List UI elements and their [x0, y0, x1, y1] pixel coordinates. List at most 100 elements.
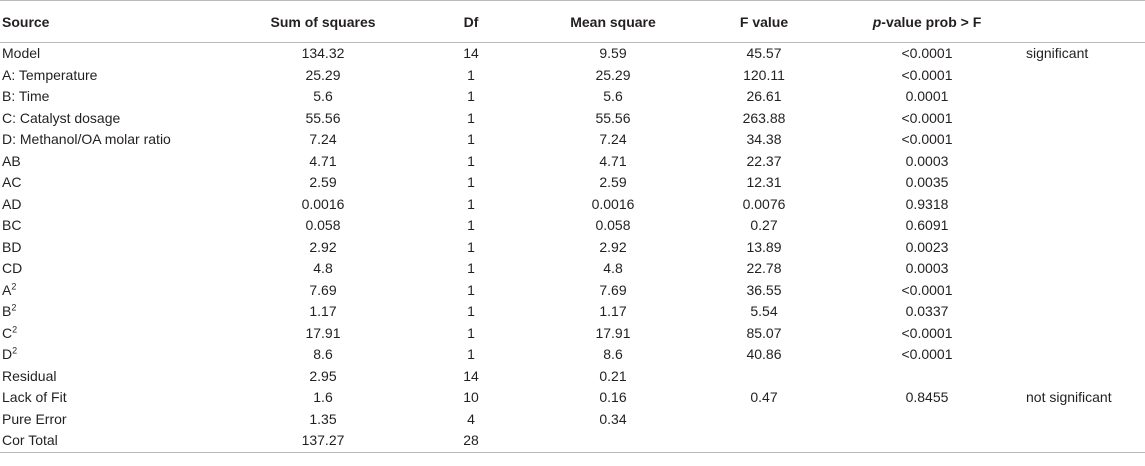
header-mean-square: Mean square: [526, 0, 700, 43]
table-row: B: Time 5.6 1 5.6 26.61 0.0001: [0, 86, 1145, 108]
cell-f-value: 5.54: [700, 301, 828, 323]
cell-p-value: 0.0337: [828, 301, 1026, 323]
cell-f-value-text: 0.0076: [742, 195, 786, 212]
cell-f-value: 34.38: [700, 129, 828, 151]
header-p-value: p-value prob > F: [828, 0, 1026, 43]
cell-source-text: AB: [2, 152, 21, 169]
superscript-exponent: 2: [11, 280, 17, 291]
cell-df-text: 1: [467, 324, 475, 341]
cell-note: [1026, 194, 1145, 216]
cell-p-value-text: 0.0035: [905, 174, 949, 190]
cell-sum-of-squares: 1.6: [230, 387, 416, 409]
cell-df-text: 14: [463, 367, 479, 384]
cell-mean-square: 0.21: [526, 366, 700, 388]
cell-f-value: 45.57: [700, 43, 828, 65]
table-row: CD 4.8 1 4.8 22.78 0.0003: [0, 258, 1145, 280]
cell-df: 1: [416, 194, 526, 216]
cell-note: [1026, 86, 1145, 108]
cell-df: 1: [416, 237, 526, 259]
cell-p-value: <0.0001: [828, 43, 1026, 65]
cell-sum-of-squares: 1.35: [230, 409, 416, 431]
cell-sum-of-squares: 5.6: [230, 86, 416, 108]
cell-f-value: 0.47: [700, 387, 828, 409]
cell-p-value-text: 0.6091: [905, 217, 949, 233]
cell-p-value: <0.0001: [828, 108, 1026, 130]
cell-f-value-text: 5.54: [750, 303, 778, 319]
cell-source: Lack of Fit: [0, 387, 230, 409]
cell-source-text: B: Time: [2, 88, 50, 104]
cell-p-value: <0.0001: [828, 280, 1026, 302]
table-row: D: Methanol/OA molar ratio 7.24 1 7.24 34.38…: [0, 129, 1145, 151]
cell-sum-of-squares-text: 0.0016: [301, 195, 345, 212]
cell-source: D: Methanol/OA molar ratio: [0, 129, 230, 151]
cell-note: [1026, 258, 1145, 280]
cell-p-value: <0.0001: [828, 323, 1026, 345]
cell-source: CD: [0, 258, 230, 280]
cell-sum-of-squares-text: 7.24: [309, 131, 337, 147]
cell-f-value: 22.78: [700, 258, 828, 280]
cell-sum-of-squares-text: 7.69: [309, 281, 337, 298]
table-row: C: Catalyst dosage 55.56 1 55.56 263.88 <0.00…: [0, 108, 1145, 130]
cell-mean-square: 5.6: [526, 86, 700, 108]
cell-note: [1026, 430, 1145, 453]
cell-df-text: 1: [467, 109, 475, 126]
table-header: Source Sum of squares Df Mean square F v…: [0, 0, 1145, 43]
table-row: C2 17.91 1 17.91 85.07 <0.0001: [0, 323, 1145, 345]
cell-source: A2: [0, 280, 230, 302]
cell-sum-of-squares: 1.17: [230, 301, 416, 323]
cell-df-text: 1: [467, 238, 475, 255]
cell-note: [1026, 129, 1145, 151]
cell-sum-of-squares: 17.91: [230, 323, 416, 345]
cell-note: [1026, 172, 1145, 194]
cell-mean-square: 7.24: [526, 129, 700, 151]
cell-f-value-text: 120.11: [743, 66, 785, 83]
cell-mean-square: 7.69: [526, 280, 700, 302]
cell-p-value-text: <0.0001: [901, 324, 953, 341]
cell-p-value: [828, 366, 1026, 388]
cell-source: AB: [0, 151, 230, 173]
cell-p-value-text: <0.0001: [901, 109, 953, 126]
cell-sum-of-squares-text: 25.29: [305, 66, 341, 83]
cell-f-value-text: 45.57: [746, 45, 782, 61]
cell-mean-square-text: 55.56: [595, 109, 631, 126]
cell-mean-square: 0.0016: [526, 194, 700, 216]
cell-p-value: 0.0035: [828, 172, 1026, 194]
cell-note: [1026, 280, 1145, 302]
cell-f-value: 12.31: [700, 172, 828, 194]
cell-note: [1026, 215, 1145, 237]
table-row: Cor Total 137.27 28: [0, 430, 1145, 453]
cell-mean-square: 0.34: [526, 409, 700, 431]
cell-source: AC: [0, 172, 230, 194]
superscript-exponent: 2: [12, 323, 18, 334]
table-row: Pure Error 1.35 4 0.34: [0, 409, 1145, 431]
cell-df: 1: [416, 258, 526, 280]
cell-sum-of-squares: 0.0016: [230, 194, 416, 216]
cell-f-value-text: 34.38: [746, 131, 782, 147]
cell-note: [1026, 323, 1145, 345]
cell-df-text: 28: [463, 432, 479, 448]
cell-sum-of-squares: 134.32: [230, 43, 416, 65]
cell-f-value-text: 12.31: [746, 174, 782, 190]
cell-mean-square: 8.6: [526, 344, 700, 366]
cell-sum-of-squares-text: 8.6: [313, 346, 333, 362]
cell-source-text: Model: [2, 45, 41, 61]
cell-df: 1: [416, 172, 526, 194]
cell-f-value: 263.88: [700, 108, 828, 130]
cell-p-value: 0.0003: [828, 151, 1026, 173]
cell-note: [1026, 237, 1145, 259]
cell-df-text: 1: [467, 174, 475, 190]
cell-p-value-text: <0.0001: [901, 281, 953, 298]
cell-df: 1: [416, 65, 526, 87]
cell-source-text: CD: [2, 260, 23, 276]
table-row: AB 4.71 1 4.71 22.37 0.0003: [0, 151, 1145, 173]
cell-source: Cor Total: [0, 430, 230, 453]
cell-df: 4: [416, 409, 526, 431]
cell-sum-of-squares-text: 134.32: [301, 45, 345, 61]
cell-source: B: Time: [0, 86, 230, 108]
cell-p-value: [828, 409, 1026, 431]
cell-df-text: 1: [467, 303, 475, 319]
anova-table-container: Source Sum of squares Df Mean square F v…: [0, 0, 1145, 453]
cell-mean-square-text: 2.92: [599, 238, 627, 255]
cell-mean-square-text: 17.91: [595, 324, 631, 341]
cell-p-value: 0.8455: [828, 387, 1026, 409]
